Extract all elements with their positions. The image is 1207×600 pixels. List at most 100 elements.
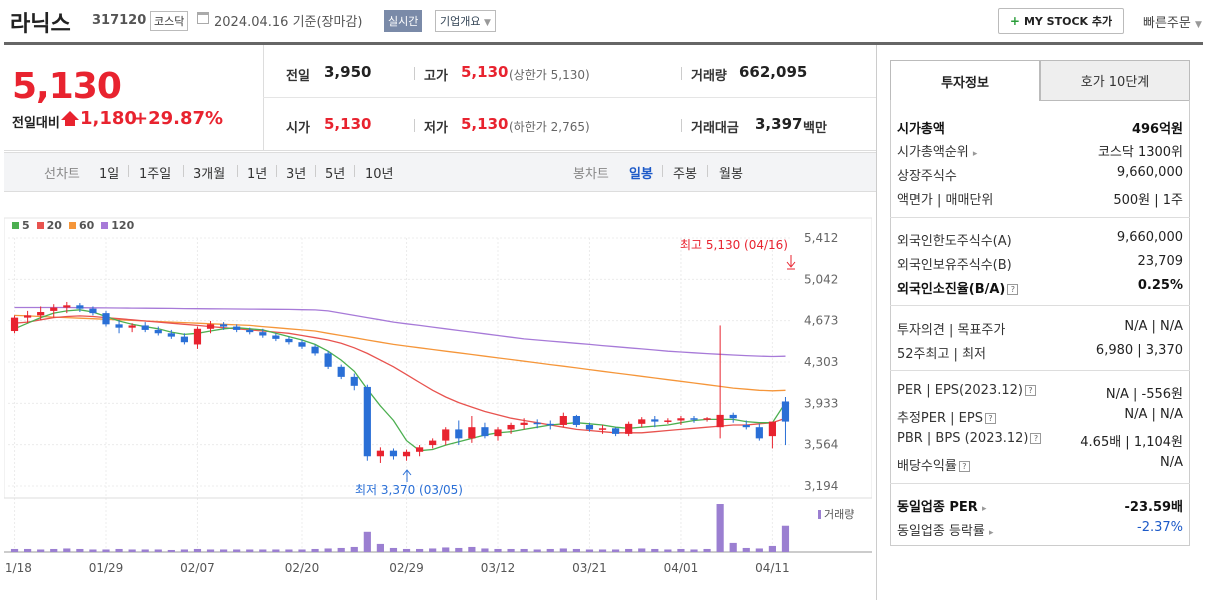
separator xyxy=(237,165,238,177)
high-annotation: 최고 5,130 (04/16) xyxy=(680,238,788,252)
low-annotation: 최저 3,370 (03/05) xyxy=(355,483,463,497)
candle-body xyxy=(311,346,319,354)
info-value: 500원 | 1주 xyxy=(1113,193,1183,208)
y-tick-label: 4,673 xyxy=(804,314,838,328)
volume-bar xyxy=(89,549,97,552)
info-key: 배당수익률 xyxy=(897,459,957,474)
volume-bar xyxy=(729,542,737,552)
period-1w[interactable]: 1주일 xyxy=(139,167,172,182)
candle-body xyxy=(259,332,267,336)
candle-body xyxy=(37,312,45,316)
candle-body xyxy=(481,427,489,437)
info-key: 52주최고 | 최저 xyxy=(897,347,986,362)
candle-body xyxy=(755,427,763,439)
stock-code: 317120 xyxy=(92,13,147,28)
volume-bar xyxy=(298,549,306,552)
volume-bar xyxy=(651,548,659,552)
period-3y[interactable]: 3년 xyxy=(286,167,307,182)
volume-bar xyxy=(76,548,84,552)
candle-body xyxy=(533,422,541,425)
legend-ma120: 120 xyxy=(101,219,134,232)
candle-body xyxy=(572,416,580,425)
volume-bar xyxy=(677,548,685,552)
candle-body xyxy=(220,324,228,327)
info-key: 추정PER | EPS xyxy=(897,411,983,426)
separator xyxy=(681,67,682,80)
candlestick-chart[interactable]: 5,412 5,042 4,673 4,303 3,933 3,564 3,194 거래량 01… xyxy=(4,210,872,600)
volume-bar xyxy=(690,549,698,552)
period-10y[interactable]: 10년 xyxy=(365,167,394,182)
low-arrow-head-icon xyxy=(402,469,412,476)
company-overview-dropdown[interactable]: 기업개요 ▼ xyxy=(435,10,496,32)
info-key-wrap: 외국인소진율(B/A)? xyxy=(897,278,1019,297)
help-icon[interactable]: ? xyxy=(958,461,970,472)
quick-order-dropdown[interactable]: 빠른주문 ▼ xyxy=(1143,12,1202,31)
info-row: 외국인소진율(B/A)? 0.25% xyxy=(897,278,1183,297)
info-value: -23.59배 xyxy=(1124,500,1183,515)
period-1d[interactable]: 1일 xyxy=(99,167,120,182)
candle-body xyxy=(285,338,293,343)
candle-body xyxy=(416,447,424,452)
candle-body xyxy=(468,427,476,439)
candle-daily[interactable]: 일봉 xyxy=(629,167,653,182)
info-row: 투자의견 | 목표주가 N/A | N/A xyxy=(897,319,1183,338)
separator xyxy=(414,119,415,132)
low-label: 저가 xyxy=(424,121,448,136)
x-tick-label: 04/01 xyxy=(664,561,699,575)
candle-body xyxy=(729,414,737,419)
help-icon[interactable]: ? xyxy=(984,413,996,424)
realtime-button[interactable]: 실시간 xyxy=(384,10,423,32)
prev-close-value: 3,950 xyxy=(324,63,372,81)
volume-bar xyxy=(350,546,358,552)
y-tick-label: 3,194 xyxy=(804,479,838,493)
volume-bar xyxy=(768,545,776,552)
period-1y[interactable]: 1년 xyxy=(247,167,268,182)
high-label: 고가 xyxy=(424,69,448,84)
market-badge: 코스닥 xyxy=(150,11,189,31)
candle-body xyxy=(141,325,149,330)
chevron-right-icon[interactable]: ▸ xyxy=(989,528,994,538)
x-tick-label: 04/11 xyxy=(755,561,790,575)
chevron-down-icon: ▼ xyxy=(483,18,491,28)
x-tick-label: 01/18 xyxy=(4,561,32,575)
candle-weekly[interactable]: 주봉 xyxy=(673,167,697,182)
info-key-wrap: 추정PER | EPS? xyxy=(897,407,996,426)
info-row: PBR | BPS (2023.12)? 4.65배 | 1,104원 xyxy=(897,431,1183,450)
volume-bar xyxy=(337,547,345,552)
high-arrow-head-icon xyxy=(786,261,796,268)
candle-body xyxy=(455,429,463,439)
candle-monthly[interactable]: 월봉 xyxy=(719,167,743,182)
chevron-right-icon[interactable]: ▸ xyxy=(981,504,987,514)
current-price: 5,130 xyxy=(12,66,122,107)
info-row: 동일업종 등락률 ▸ -2.37% xyxy=(897,520,1183,539)
plus-icon: + xyxy=(1009,14,1020,28)
volume-bar xyxy=(10,548,19,552)
info-key: 시가총액순위 xyxy=(897,145,969,160)
period-3m[interactable]: 3개월 xyxy=(193,167,226,182)
help-icon[interactable]: ? xyxy=(1030,433,1042,444)
info-key: 시가총액 xyxy=(897,122,945,137)
info-key: 외국인소진율(B/A) xyxy=(897,282,1006,297)
help-icon[interactable]: ? xyxy=(1007,284,1019,295)
info-value: 코스닥 1300위 xyxy=(1097,145,1183,160)
info-row: 외국인한도주식수(A) 9,660,000 xyxy=(897,230,1183,249)
info-value: N/A | N/A xyxy=(1124,407,1183,422)
candle-body xyxy=(63,305,71,308)
price-pane-border xyxy=(4,217,872,499)
chevron-right-icon[interactable]: ▸ xyxy=(972,149,978,159)
add-mystock-button[interactable]: + MY STOCK 추가 xyxy=(998,8,1124,34)
tab-investment-info[interactable]: 투자정보 xyxy=(890,60,1040,101)
info-value: N/A xyxy=(1160,455,1183,470)
separator xyxy=(681,119,682,132)
help-icon[interactable]: ? xyxy=(1024,385,1036,396)
volume-bar xyxy=(716,504,724,552)
volume-bar xyxy=(481,548,489,552)
volume-bar xyxy=(115,548,123,552)
candle-body xyxy=(350,376,358,386)
period-5y[interactable]: 5년 xyxy=(325,167,346,182)
tab-order-book[interactable]: 호가 10단계 xyxy=(1040,60,1190,101)
volume-bar xyxy=(193,548,202,552)
volume-legend-marker xyxy=(818,510,821,519)
volume-bar xyxy=(546,548,554,552)
x-tick-label: 01/29 xyxy=(89,561,124,575)
